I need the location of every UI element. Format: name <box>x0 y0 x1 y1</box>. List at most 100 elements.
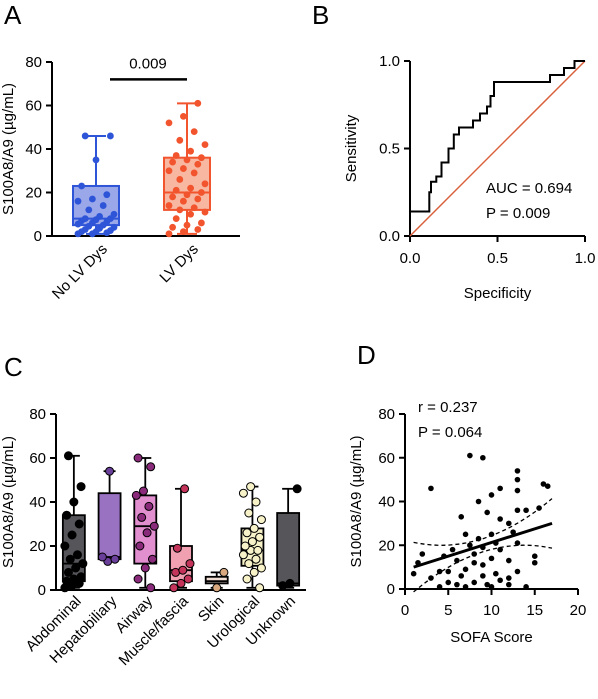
d-data-point <box>523 584 529 590</box>
c-data-point <box>146 583 156 593</box>
c-data-point <box>105 466 115 476</box>
d-data-point <box>484 581 490 588</box>
c-y-tick-label: 80 <box>29 406 46 423</box>
d-r-annotation: r = 0.237 <box>418 399 478 416</box>
c-data-point <box>76 482 86 492</box>
a-data-point <box>110 210 118 218</box>
c-data-point <box>137 512 147 522</box>
d-data-point <box>480 544 486 551</box>
d-data-point <box>454 557 460 564</box>
d-data-point <box>462 584 469 590</box>
a-data-point <box>165 119 173 127</box>
a-data-point <box>103 191 111 199</box>
d-data-point <box>536 505 542 511</box>
a-data-point <box>176 176 184 183</box>
a-y-tick-label: 20 <box>25 185 42 202</box>
d-confidence-band-upper <box>413 498 553 546</box>
d-data-point <box>514 476 521 483</box>
a-y-axis-title: S100A8/A9 (µg/mL) <box>0 83 17 215</box>
a-data-point <box>107 132 114 140</box>
a-data-point <box>198 219 205 227</box>
c-data-point <box>63 451 73 461</box>
c-data-point <box>212 583 222 593</box>
d-data-point <box>488 531 495 538</box>
c-data-point <box>244 508 254 518</box>
c-data-point <box>131 490 141 500</box>
d-data-point <box>458 573 465 579</box>
c-data-point <box>147 554 157 564</box>
a-data-point <box>183 156 191 164</box>
a-data-point <box>198 154 205 162</box>
c-data-point <box>72 550 82 560</box>
c-data-point <box>246 482 256 492</box>
d-data-point <box>506 575 512 581</box>
c-data-point <box>242 528 252 538</box>
c-box-1 <box>97 492 122 561</box>
c-data-point <box>142 528 152 538</box>
d-data-point <box>514 487 521 494</box>
c-data-point <box>176 578 186 588</box>
c-data-point <box>247 537 257 547</box>
c-data-point <box>185 559 195 569</box>
panel-d-scatter-plot: 0 20 40 60 80 0 5 10 15 20 SOFA Score S100A8/A9 (µg… <box>348 399 586 646</box>
d-data-point <box>458 514 465 520</box>
d-data-point <box>488 555 495 562</box>
d-data-point <box>514 568 521 575</box>
d-data-point <box>493 570 499 577</box>
d-x-axis-title: SOFA Score <box>450 629 533 646</box>
d-data-point <box>484 509 490 516</box>
d-data-point <box>510 529 516 535</box>
d-data-point <box>436 568 443 575</box>
a-data-point <box>74 197 82 205</box>
d-data-point <box>449 546 456 553</box>
c-data-point <box>149 521 159 531</box>
d-y-tick-label: 60 <box>378 450 395 467</box>
a-data-point <box>172 215 180 223</box>
d-data-point <box>531 553 538 559</box>
a-data-point <box>194 99 202 107</box>
a-x-tick-label: LV Dys <box>156 241 201 286</box>
d-data-point <box>506 581 512 588</box>
d-p-value-annotation: P = 0.064 <box>418 424 482 441</box>
c-data-point <box>133 453 143 463</box>
b-p-value-annotation: P = 0.009 <box>486 205 550 222</box>
a-data-point <box>198 189 205 196</box>
d-data-point <box>497 485 503 492</box>
a-data-point <box>187 210 195 218</box>
a-data-point <box>190 128 198 136</box>
a-data-point <box>165 202 173 209</box>
b-x-tick-label: 0.5 <box>487 250 508 267</box>
c-y-axis-title: S100A8/A9 (µg/mL) <box>0 436 17 568</box>
c-data-point <box>255 532 265 542</box>
a-data-point <box>169 158 177 166</box>
d-data-point <box>540 481 547 487</box>
d-y-tick-label: 80 <box>378 406 395 423</box>
a-data-point <box>78 182 85 190</box>
b-x-axis-title: Specificity <box>464 285 532 302</box>
a-data-point <box>110 223 118 231</box>
a-y-tick-label: 60 <box>25 98 42 115</box>
d-data-point <box>488 584 495 590</box>
d-data-point <box>475 498 482 505</box>
c-data-point <box>135 541 145 551</box>
c-data-point <box>144 501 154 511</box>
c-data-point <box>178 565 188 575</box>
d-data-point <box>419 551 426 557</box>
b-y-axis-title: Sensitivity <box>343 114 360 182</box>
b-y-tick-label: 0.0 <box>379 228 400 245</box>
c-data-point <box>251 554 261 564</box>
c-data-point <box>69 497 79 507</box>
c-data-point <box>146 462 156 472</box>
a-data-point <box>183 221 191 229</box>
c-data-point <box>67 530 77 540</box>
c-data-point <box>244 559 254 569</box>
a-x-tick-label: No LV Dys <box>49 241 111 303</box>
b-x-tick-label: 0.0 <box>400 250 421 267</box>
a-data-point <box>92 156 100 164</box>
c-data-point <box>219 567 229 577</box>
a-data-point <box>165 167 173 175</box>
d-data-point <box>428 485 434 492</box>
d-x-tick-label: 0 <box>401 602 409 619</box>
d-data-point <box>497 577 503 584</box>
a-bracket-p-value: 0.009 <box>129 55 167 72</box>
